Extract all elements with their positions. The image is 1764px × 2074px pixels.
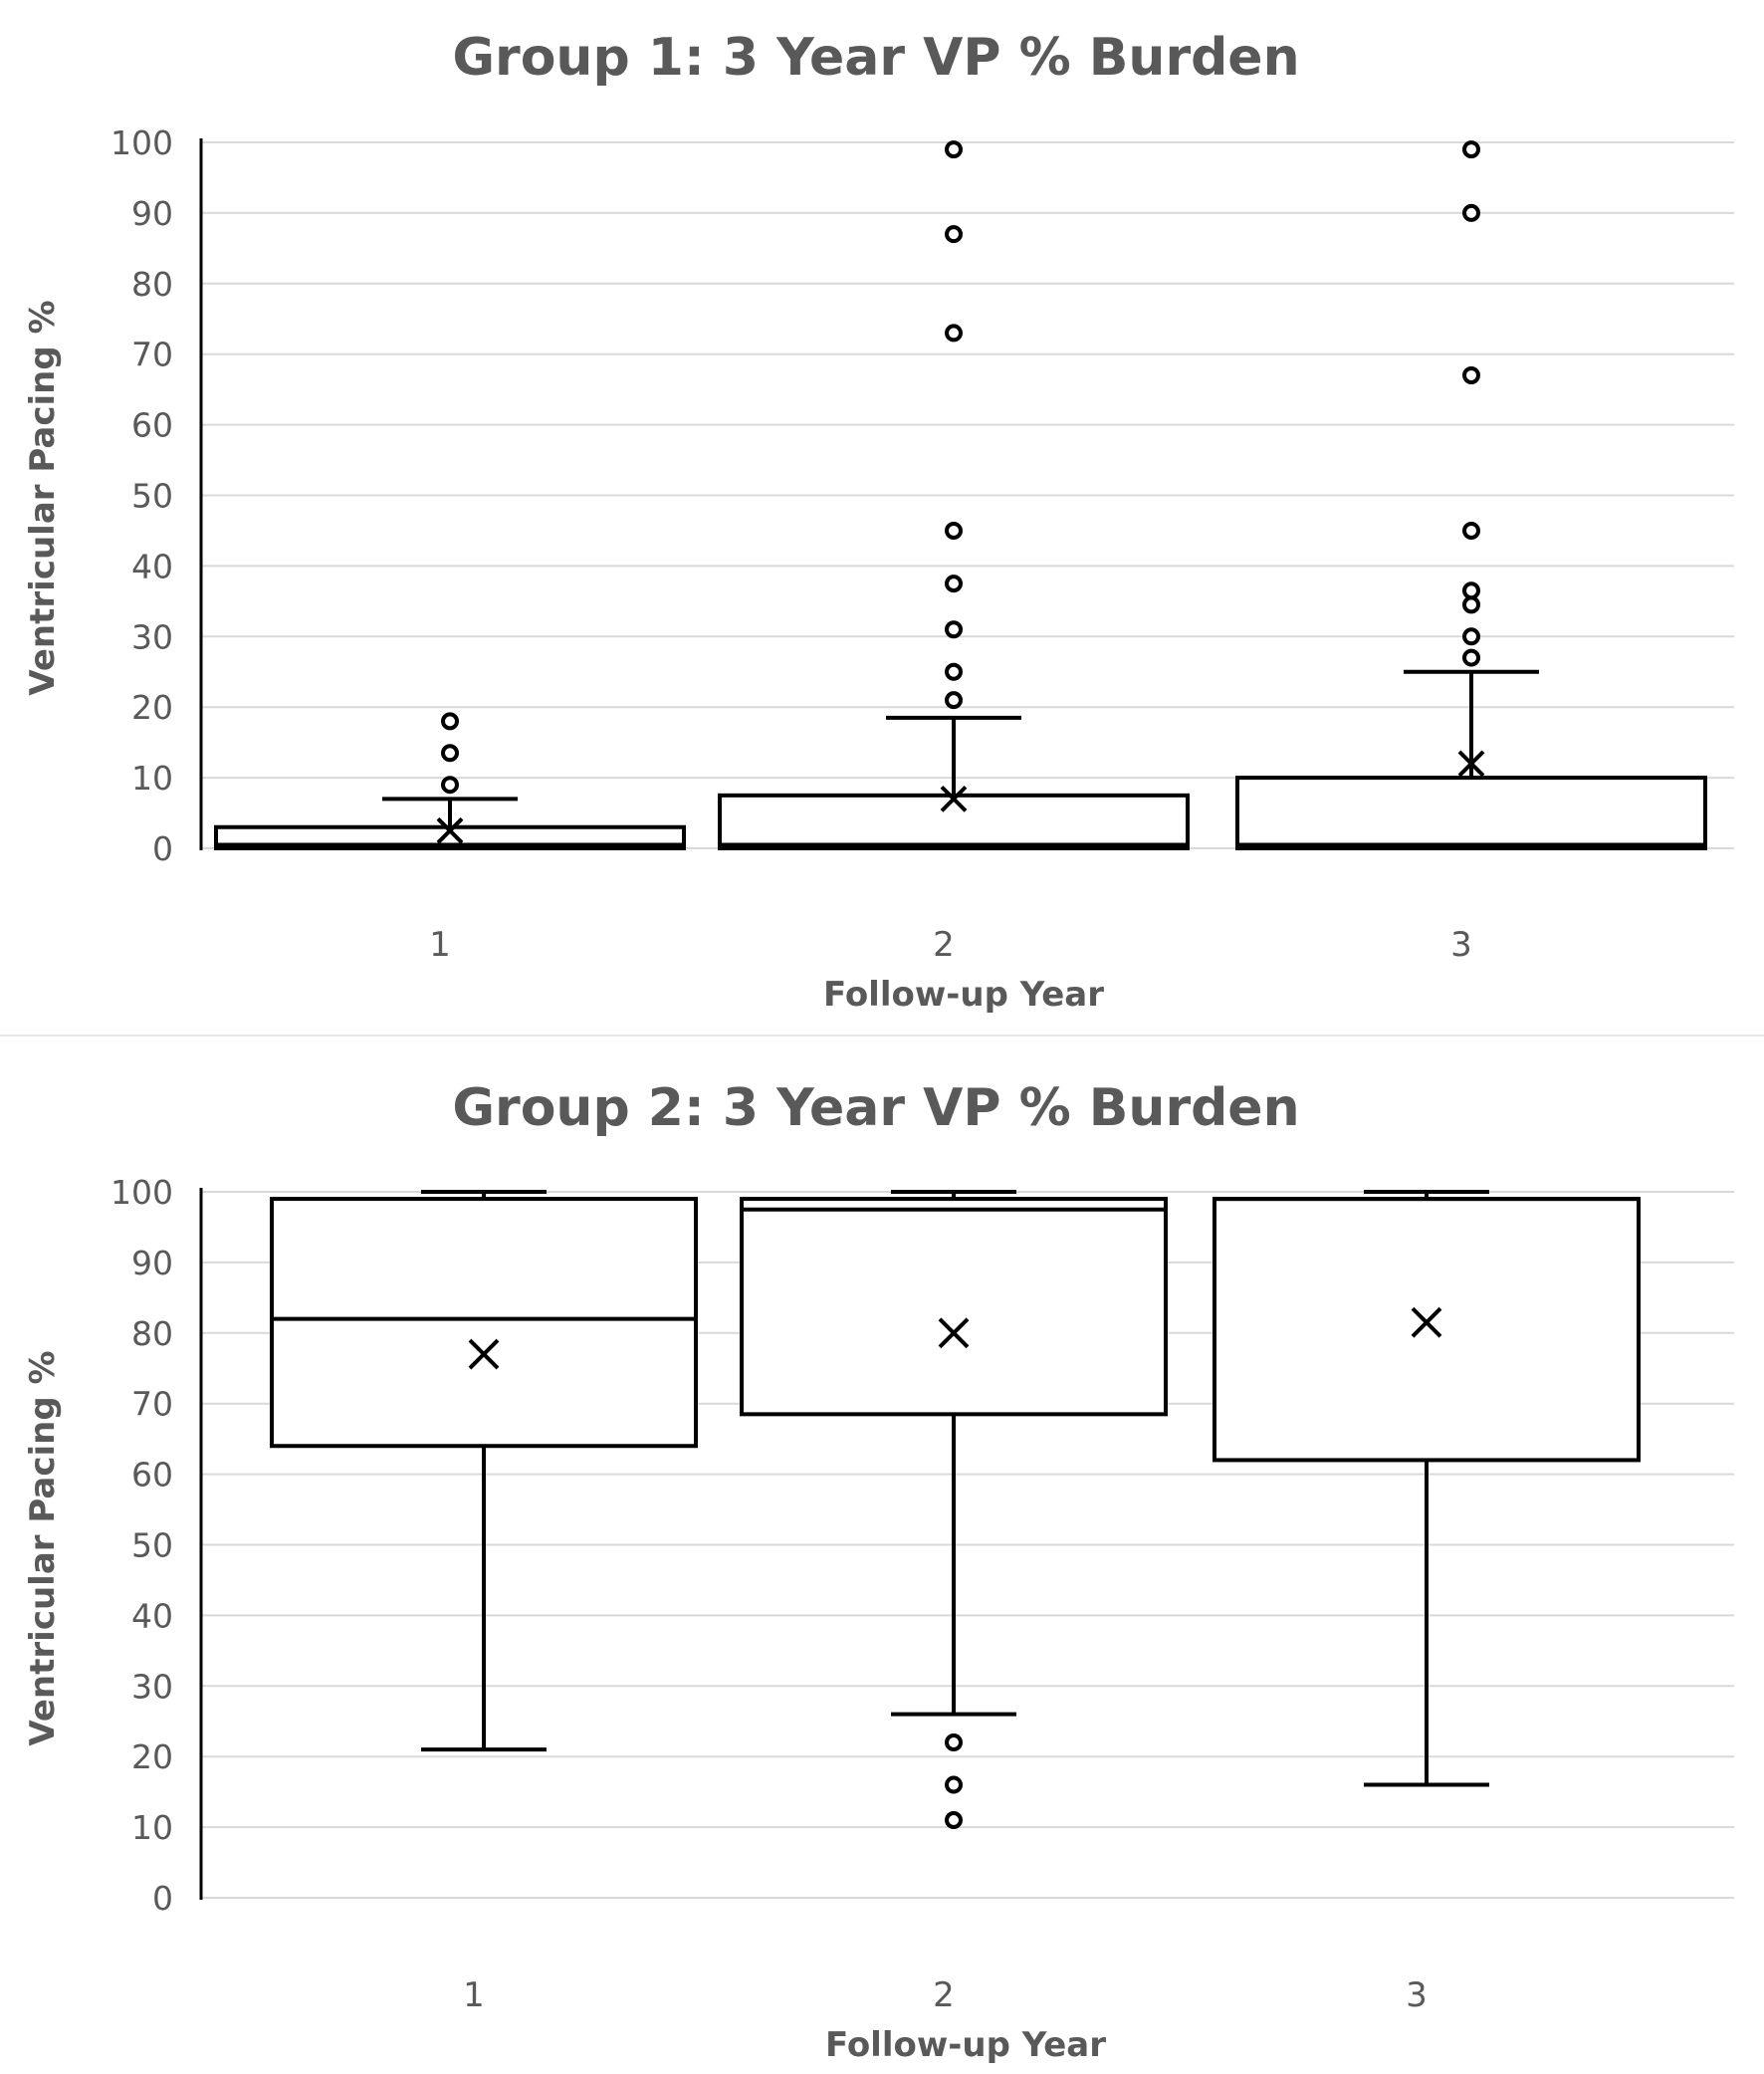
mean-marker (468, 1338, 500, 1370)
mean-marker (940, 785, 968, 812)
x-tick-label: 1 (429, 925, 451, 965)
y-tick-label: 20 (131, 1737, 173, 1776)
x-tick-label: 2 (933, 925, 955, 965)
outlier-point (945, 324, 963, 343)
y-tick-label: 50 (131, 1526, 173, 1565)
y-tick-label: 80 (131, 265, 173, 304)
x-tick-label: 3 (1450, 925, 1472, 965)
y-tick-label: 20 (131, 688, 173, 727)
y-tick-label: 100 (110, 1173, 173, 1212)
x-axis-label: Follow-up Year (825, 2025, 1106, 2065)
outlier-point (945, 691, 963, 710)
outlier-point (945, 1733, 963, 1752)
mean-marker (1457, 750, 1485, 778)
outlier-point (1462, 140, 1480, 159)
outlier-point (945, 1775, 963, 1794)
mean-marker-stroke (1457, 750, 1485, 778)
outlier-point (945, 140, 963, 159)
x-tick-labels: 1 2 3 (463, 1975, 1428, 2015)
outlier-point (1462, 521, 1480, 540)
outlier-point (1462, 203, 1480, 222)
mean-marker (1411, 1306, 1442, 1338)
chart-title: Group 2: 3 Year VP % Burden (452, 1078, 1299, 1138)
y-tick-label: 0 (152, 829, 173, 868)
y-tick-label: 40 (131, 547, 173, 585)
outlier-point (945, 620, 963, 639)
y-tick-labels: 0 10 20 30 40 50 60 70 80 90 100 (110, 123, 173, 868)
chart-title: Group 1: 3 Year VP % Burden (452, 28, 1299, 88)
mean-marker (938, 1317, 970, 1349)
chart-group-2: Group 2: 3 Year VP % Burden Ventricular … (23, 1078, 1734, 2065)
outlier-point (441, 744, 459, 763)
x-tick-label: 1 (463, 1975, 485, 2015)
y-tick-label: 30 (131, 1667, 173, 1706)
y-tick-label: 60 (131, 1456, 173, 1495)
outlier-point (441, 776, 459, 795)
y-tick-label: 80 (131, 1314, 173, 1353)
y-tick-label: 90 (131, 1244, 173, 1282)
mean-marker-stroke (938, 1317, 970, 1349)
outlier-point (945, 662, 963, 681)
y-tick-label: 50 (131, 477, 173, 516)
y-tick-label: 30 (131, 617, 173, 656)
outlier-point (441, 712, 459, 731)
box-series (214, 140, 1707, 851)
y-tick-labels: 0 10 20 30 40 50 60 70 80 90 100 (110, 1173, 173, 1918)
y-tick-label: 10 (131, 759, 173, 798)
box-plot-year-2 (718, 140, 1190, 851)
x-tick-label: 3 (1406, 1975, 1428, 2015)
mean-marker-stroke (436, 816, 464, 844)
chart-group-1: Group 1: 3 Year VP % Burden Ventricular … (23, 28, 1734, 1015)
y-tick-label: 70 (131, 336, 173, 374)
mean-marker (436, 816, 464, 844)
box-plot-year-1 (214, 712, 686, 850)
outlier-point (945, 575, 963, 593)
box-plot-year-3 (1235, 140, 1707, 850)
x-tick-label: 2 (933, 1975, 955, 2015)
box-plot-year-3 (1213, 1190, 1641, 1787)
y-tick-label: 70 (131, 1385, 173, 1424)
y-tick-label: 100 (110, 123, 173, 162)
box-plot-year-2 (740, 1190, 1168, 1830)
y-tick-label: 0 (152, 1879, 173, 1918)
box-iqr (1235, 776, 1707, 850)
outlier-point (1462, 581, 1480, 600)
box-iqr (270, 1197, 698, 1449)
outlier-point (1462, 648, 1480, 667)
y-tick-label: 90 (131, 194, 173, 233)
y-tick-label: 60 (131, 406, 173, 445)
gridlines (201, 141, 1734, 849)
y-axis-label: Ventricular Pacing % (23, 1350, 63, 1745)
outlier-point (1462, 595, 1480, 614)
box-iqr (1213, 1197, 1641, 1463)
outlier-point (1462, 365, 1480, 384)
outlier-point (945, 1811, 963, 1830)
x-axis-label: Follow-up Year (823, 975, 1104, 1015)
y-axis-label: Ventricular Pacing % (23, 300, 63, 695)
mean-marker-stroke (940, 785, 968, 812)
mean-marker-stroke (468, 1338, 500, 1370)
box-iqr (718, 793, 1190, 851)
y-tick-label: 10 (131, 1808, 173, 1847)
box-plot-year-1 (270, 1190, 698, 1752)
box-iqr (740, 1197, 1168, 1417)
mean-marker-stroke (1411, 1306, 1442, 1338)
outlier-point (945, 225, 963, 244)
box-series (270, 1190, 1641, 1830)
outlier-point (1462, 627, 1480, 646)
y-tick-label: 40 (131, 1596, 173, 1635)
outlier-point (945, 521, 963, 540)
x-tick-labels: 1 2 3 (429, 925, 1472, 965)
